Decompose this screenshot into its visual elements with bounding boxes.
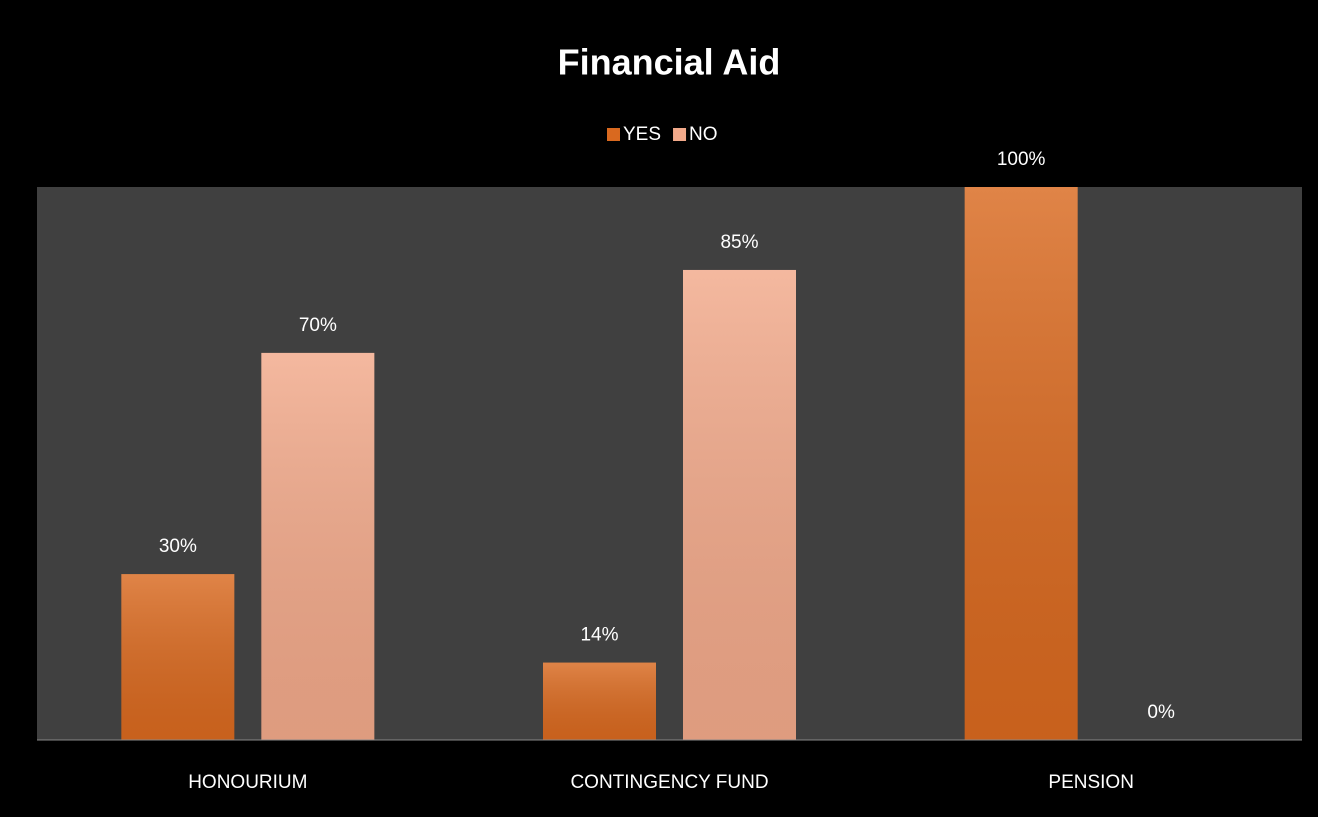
legend-swatch	[607, 128, 620, 141]
bar	[683, 269, 796, 740]
bar	[261, 352, 375, 740]
chart-title: Financial Aid	[558, 42, 781, 83]
legend-swatch	[673, 128, 687, 141]
data-label: 30%	[159, 536, 197, 557]
legend-label: YES	[623, 124, 661, 145]
bar	[543, 662, 656, 740]
bar	[121, 574, 235, 740]
plot-area	[37, 187, 1302, 740]
data-label: 14%	[580, 625, 618, 646]
data-label: 70%	[299, 315, 337, 336]
x-tick-label: PENSION	[1048, 772, 1134, 793]
data-label: 85%	[720, 232, 758, 253]
bar	[964, 187, 1078, 740]
legend-label: NO	[689, 124, 718, 145]
data-label: 0%	[1147, 702, 1175, 723]
data-label: 100%	[997, 149, 1046, 170]
x-tick-label: CONTINGENCY FUND	[570, 772, 768, 793]
x-tick-label: HONOURIUM	[188, 772, 307, 793]
